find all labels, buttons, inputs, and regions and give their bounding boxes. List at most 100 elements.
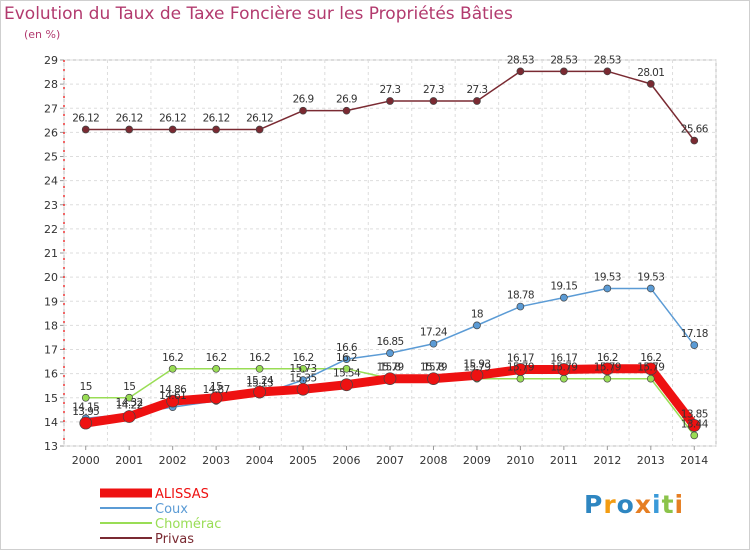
data-label: 15.79 bbox=[637, 362, 664, 374]
data-point bbox=[383, 372, 397, 386]
data-label: 26.12 bbox=[116, 112, 143, 124]
x-tick-label: 2012 bbox=[593, 454, 621, 467]
y-tick-label: 21 bbox=[44, 247, 58, 260]
data-label: 14.32 bbox=[116, 397, 143, 409]
data-point bbox=[646, 284, 655, 293]
data-label: 28.53 bbox=[594, 54, 621, 66]
data-point bbox=[473, 97, 481, 105]
data-point bbox=[342, 106, 351, 115]
x-tick-label: 2010 bbox=[506, 454, 534, 467]
data-point bbox=[687, 419, 701, 432]
data-label: 16.85 bbox=[376, 336, 403, 348]
data-point bbox=[646, 80, 655, 88]
y-tick-label: 23 bbox=[44, 199, 58, 212]
data-label: 14.15 bbox=[72, 401, 99, 413]
data-label: 13.44 bbox=[681, 418, 709, 430]
data-point bbox=[299, 364, 307, 373]
x-tick-label: 2005 bbox=[289, 454, 317, 467]
logo-letter: i bbox=[674, 490, 685, 519]
y-tick-label: 18 bbox=[44, 319, 58, 332]
data-point bbox=[255, 125, 264, 134]
data-label: 16.2 bbox=[640, 352, 661, 364]
x-tick-label: 2013 bbox=[637, 454, 665, 467]
data-point bbox=[125, 125, 134, 134]
y-tick-label: 25 bbox=[44, 151, 58, 164]
y-tick-label: 19 bbox=[44, 295, 58, 308]
logo-letter: x bbox=[634, 490, 652, 519]
data-label: 15.79 bbox=[550, 362, 577, 374]
data-point bbox=[516, 302, 525, 311]
data-label: 26.9 bbox=[336, 94, 357, 106]
logo-letter: t bbox=[661, 490, 675, 519]
data-point bbox=[212, 364, 220, 373]
data-label: 26.12 bbox=[203, 112, 230, 124]
data-label: 17.24 bbox=[420, 327, 448, 339]
data-point bbox=[168, 125, 177, 134]
data-label: 16.2 bbox=[336, 352, 357, 364]
data-point bbox=[514, 363, 527, 376]
data-point bbox=[340, 378, 353, 392]
data-point bbox=[122, 410, 136, 423]
x-tick-label: 2000 bbox=[72, 454, 100, 467]
chart-title: Evolution du Taux de Taxe Foncière sur l… bbox=[4, 4, 513, 24]
data-label: 19.53 bbox=[594, 271, 621, 283]
data-point bbox=[81, 125, 90, 134]
data-point bbox=[516, 374, 525, 383]
y-tick-label: 20 bbox=[44, 271, 58, 284]
data-label: 15.24 bbox=[246, 375, 274, 387]
data-point bbox=[427, 372, 440, 386]
y-tick-label: 16 bbox=[44, 368, 58, 381]
y-tick-label: 26 bbox=[44, 126, 58, 139]
data-point bbox=[79, 416, 93, 430]
data-point bbox=[690, 431, 699, 440]
data-label: 26.12 bbox=[246, 112, 273, 124]
y-tick-label: 14 bbox=[44, 416, 58, 429]
legend-label: Chomérac bbox=[155, 517, 221, 532]
data-point bbox=[125, 393, 134, 402]
data-label: 19.15 bbox=[550, 281, 577, 293]
data-label: 16.17 bbox=[550, 353, 577, 365]
data-label: 15.79 bbox=[420, 362, 447, 374]
data-point bbox=[429, 339, 438, 348]
data-point bbox=[646, 374, 655, 383]
y-tick-label: 27 bbox=[44, 102, 58, 115]
data-point bbox=[603, 67, 612, 76]
data-label: 15.93 bbox=[463, 358, 490, 370]
data-point bbox=[166, 394, 180, 408]
data-point bbox=[603, 284, 612, 293]
data-label: 15 bbox=[123, 381, 135, 393]
legend-label: Privas bbox=[155, 532, 194, 547]
data-label: 15.79 bbox=[376, 362, 403, 374]
legend-label: Coux bbox=[155, 502, 188, 517]
data-point bbox=[168, 364, 177, 373]
data-label: 15.35 bbox=[290, 372, 317, 384]
data-point bbox=[255, 364, 264, 373]
data-label: 15.73 bbox=[290, 363, 317, 375]
data-label: 26.12 bbox=[159, 112, 186, 124]
data-point bbox=[296, 382, 310, 396]
data-point bbox=[557, 363, 571, 376]
data-point bbox=[81, 393, 90, 402]
y-tick-label: 15 bbox=[44, 392, 58, 405]
y-tick-label: 22 bbox=[44, 223, 58, 236]
legend-label: ALISSAS bbox=[155, 487, 209, 502]
data-point bbox=[644, 362, 658, 376]
x-tick-label: 2003 bbox=[202, 454, 230, 467]
x-tick-label: 2001 bbox=[115, 454, 143, 467]
data-point bbox=[470, 368, 484, 382]
data-point bbox=[342, 364, 351, 373]
data-label: 15.13 bbox=[246, 378, 273, 390]
data-point bbox=[560, 374, 568, 383]
data-label: 28.01 bbox=[637, 67, 664, 79]
data-point bbox=[690, 341, 699, 350]
y-tick-label: 24 bbox=[44, 175, 58, 188]
data-label: 27.3 bbox=[380, 84, 401, 96]
data-label: 15 bbox=[210, 381, 222, 393]
y-tick-label: 29 bbox=[44, 54, 58, 67]
data-label: 15 bbox=[80, 381, 92, 393]
y-tick-label: 13 bbox=[44, 440, 58, 453]
x-tick-label: 2014 bbox=[680, 454, 708, 467]
data-label: 25.66 bbox=[681, 124, 709, 136]
data-label: 17.18 bbox=[681, 328, 708, 340]
data-point bbox=[603, 374, 612, 383]
